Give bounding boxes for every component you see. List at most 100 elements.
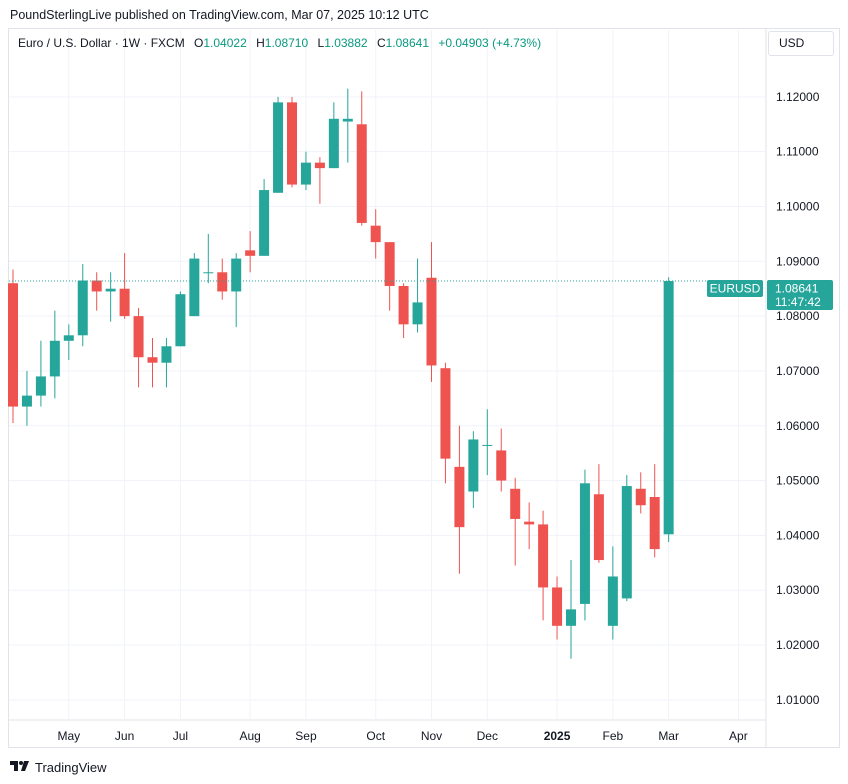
price-tick-label: 1.04000 xyxy=(776,528,820,542)
candle[interactable] xyxy=(635,472,646,514)
time-tick-label: Mar xyxy=(658,729,679,743)
price-tick-label: 1.01000 xyxy=(776,693,820,707)
candle[interactable] xyxy=(593,464,604,563)
candle[interactable] xyxy=(524,502,535,550)
candle-body xyxy=(370,225,381,243)
close-value: 1.08641 xyxy=(385,36,429,50)
open-label: O xyxy=(194,36,204,50)
candle[interactable] xyxy=(300,151,311,191)
candle[interactable] xyxy=(621,475,632,602)
candle-body xyxy=(496,450,507,481)
candle-body xyxy=(175,294,186,347)
candle[interactable] xyxy=(119,253,130,319)
candle-body xyxy=(63,335,74,341)
candle-body xyxy=(510,488,521,519)
candle[interactable] xyxy=(468,431,479,508)
time-tick-label: Feb xyxy=(603,729,624,743)
candle[interactable] xyxy=(398,283,409,339)
candle[interactable] xyxy=(370,209,381,259)
candle[interactable] xyxy=(133,307,144,388)
candle-body xyxy=(328,118,339,169)
low-label: L xyxy=(317,36,325,50)
candle[interactable] xyxy=(649,464,660,558)
candle[interactable] xyxy=(245,231,256,273)
price-tick-label: 1.09000 xyxy=(776,254,820,268)
candle[interactable] xyxy=(161,338,172,388)
candle[interactable] xyxy=(231,253,242,328)
candle[interactable] xyxy=(607,546,618,640)
candle[interactable] xyxy=(356,91,367,226)
price-tick-label: 1.11000 xyxy=(776,145,819,159)
candle[interactable] xyxy=(8,269,18,424)
candle-body xyxy=(287,102,297,185)
price-tick-label: 1.12000 xyxy=(776,90,820,104)
candle[interactable] xyxy=(63,324,74,360)
candle-body xyxy=(398,285,409,325)
time-tick-label: May xyxy=(57,729,80,743)
candle[interactable] xyxy=(91,272,102,311)
candle-body xyxy=(552,587,563,626)
price-tag-countdown: 11:47:42 xyxy=(775,295,821,309)
candle[interactable] xyxy=(426,242,437,382)
candle[interactable] xyxy=(273,96,284,193)
candle[interactable] xyxy=(496,428,507,492)
candle-body xyxy=(300,162,311,185)
candle[interactable] xyxy=(203,233,214,284)
candle[interactable] xyxy=(35,340,46,407)
time-tick-label: Nov xyxy=(421,729,442,743)
candle[interactable] xyxy=(566,560,576,659)
candle[interactable] xyxy=(663,277,674,542)
candle[interactable] xyxy=(384,242,395,311)
candle[interactable] xyxy=(342,88,353,163)
candle-body xyxy=(593,494,604,561)
candle[interactable] xyxy=(287,96,297,188)
candle[interactable] xyxy=(147,338,158,388)
candle-body xyxy=(91,280,102,292)
candle[interactable] xyxy=(579,469,590,621)
candle[interactable] xyxy=(314,157,325,204)
candle[interactable] xyxy=(49,310,60,399)
candle[interactable] xyxy=(189,253,200,317)
candle-body xyxy=(147,357,158,363)
candle[interactable] xyxy=(328,102,339,169)
candle[interactable] xyxy=(77,264,88,347)
candle-body xyxy=(259,190,270,256)
candle[interactable] xyxy=(552,576,563,640)
candle[interactable] xyxy=(454,425,465,574)
price-tick-label: 1.06000 xyxy=(776,419,820,433)
candle-body xyxy=(607,576,618,626)
brand-name: TradingView xyxy=(35,760,107,775)
candle[interactable] xyxy=(175,291,186,347)
time-axis-labels: May Jun Jul Aug Sep Oct Nov Dec 2025 Feb Mar Apr xyxy=(57,729,747,743)
candle-body xyxy=(649,497,660,550)
price-tag-value: 1.08641 xyxy=(775,282,819,296)
price-tick-label: 1.03000 xyxy=(776,583,820,597)
candle-body xyxy=(189,258,200,317)
candle[interactable] xyxy=(510,477,521,566)
candle[interactable] xyxy=(21,370,32,426)
candle-body xyxy=(245,250,256,256)
candles-group xyxy=(8,88,674,659)
last-price-tag: EURUSD 1.08641 11:47:42 xyxy=(707,280,833,310)
time-tick-label: Apr xyxy=(729,729,748,743)
tradingview-logo-icon xyxy=(10,760,30,775)
candle-body xyxy=(412,302,423,325)
candle-body xyxy=(426,277,437,366)
candle-body xyxy=(21,395,32,407)
price-axis-labels: 1.12000 1.11000 1.10000 1.09000 1.08000 1.070… xyxy=(776,90,820,707)
candle-body xyxy=(482,444,493,446)
footer-brand[interactable]: TradingView xyxy=(10,760,107,775)
high-label: H xyxy=(256,36,265,50)
candle[interactable] xyxy=(538,510,549,621)
candle-body xyxy=(161,346,172,363)
symbol-legend: Euro / U.S. Dollar · 1W · FXCM O1.04022 … xyxy=(18,36,541,50)
candle[interactable] xyxy=(105,272,116,322)
candle[interactable] xyxy=(412,258,423,333)
candle-body xyxy=(440,368,451,459)
candle[interactable] xyxy=(259,179,270,256)
candle[interactable] xyxy=(482,409,493,476)
candle[interactable] xyxy=(440,362,451,484)
candle[interactable] xyxy=(217,258,228,300)
currency-button[interactable]: USD xyxy=(768,31,834,56)
